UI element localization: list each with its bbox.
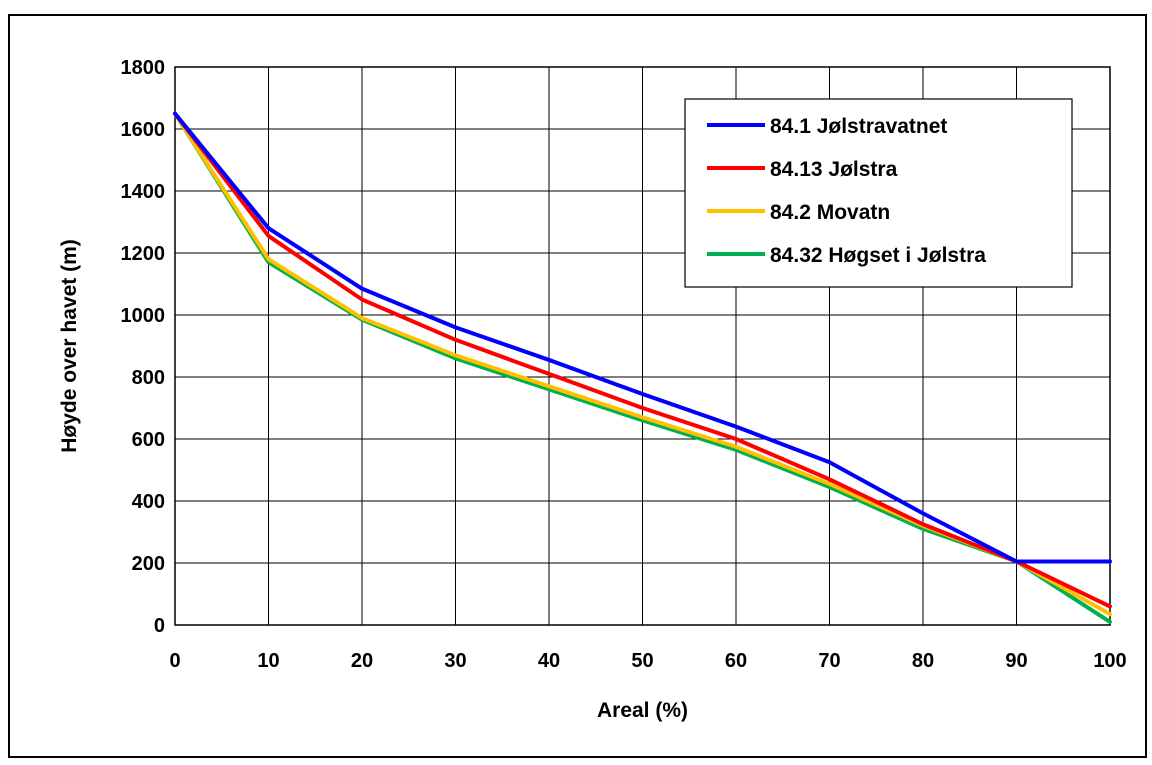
y-tick-label: 0 <box>154 615 165 637</box>
legend: 84.1 Jølstravatnet 84.13 Jølstra 84.2 Mova… <box>684 98 1073 288</box>
y-tick-label: 800 <box>132 367 165 389</box>
y-axis-title: Høyde over havet (m) <box>58 239 81 453</box>
y-tick-label: 200 <box>132 553 165 575</box>
legend-label: 84.32 Høgset i Jølstra <box>770 244 986 267</box>
y-axis-tick-labels: 0 200 400 600 800 1000 1200 1400 1600 1800 <box>121 57 166 637</box>
x-tick-label: 100 <box>1093 650 1126 672</box>
x-tick-label: 80 <box>912 650 934 672</box>
x-tick-label: 20 <box>351 650 373 672</box>
legend-label: 84.2 Movatn <box>770 201 890 224</box>
series-lines <box>173 111 1112 624</box>
series-line-1 <box>173 111 1112 564</box>
x-tick-label: 30 <box>444 650 466 672</box>
series-line-2 <box>173 111 1112 609</box>
y-tick-label: 1200 <box>121 243 166 265</box>
y-tick-label: 600 <box>132 429 165 451</box>
y-tick-label: 1800 <box>121 57 166 79</box>
x-tick-label: 90 <box>1005 650 1027 672</box>
x-tick-label: 70 <box>818 650 840 672</box>
legend-label: 84.1 Jølstravatnet <box>770 115 947 138</box>
x-tick-label: 60 <box>725 650 747 672</box>
y-tick-label: 1400 <box>121 181 166 203</box>
x-axis-title: Areal (%) <box>597 699 688 722</box>
legend-label: 84.13 Jølstra <box>770 158 898 181</box>
y-tick-label: 400 <box>132 491 165 513</box>
x-tick-label: 50 <box>631 650 653 672</box>
x-axis-tick-labels: 0 10 20 30 40 50 60 70 80 90 100 <box>169 650 1126 672</box>
y-tick-label: 1600 <box>121 119 166 141</box>
x-tick-label: 10 <box>257 650 279 672</box>
plot-area <box>174 66 1111 626</box>
y-tick-label: 1000 <box>121 305 166 327</box>
x-tick-label: 0 <box>169 650 180 672</box>
x-tick-label: 40 <box>538 650 560 672</box>
